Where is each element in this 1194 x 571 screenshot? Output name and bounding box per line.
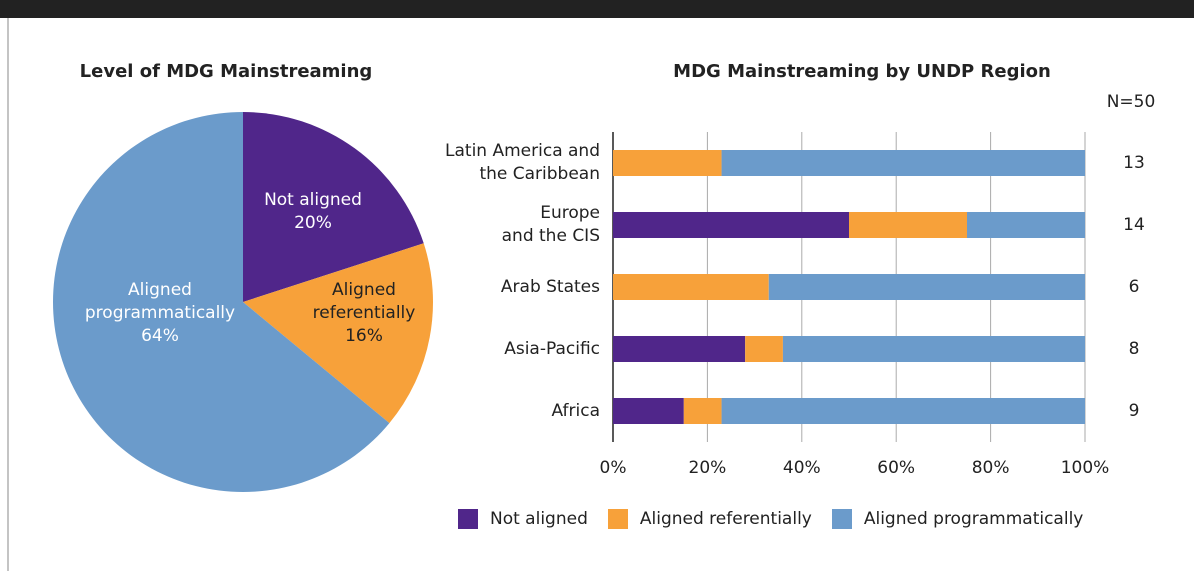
bar-segment	[613, 212, 849, 238]
top-bar	[0, 0, 1194, 18]
bar-segment	[782, 336, 1085, 362]
x-tick-label: 40%	[783, 458, 821, 478]
bar-segment	[967, 212, 1085, 238]
legend-item: Not aligned	[458, 509, 588, 529]
bar-title: MDG Mainstreaming by UNDP Region	[673, 61, 1051, 82]
n-value: 14	[1123, 215, 1145, 235]
n-value: 13	[1123, 153, 1145, 173]
n-value: 9	[1129, 401, 1140, 421]
bar-segment	[745, 336, 783, 362]
slice-value: 64%	[141, 325, 179, 346]
x-tick-label: 80%	[972, 458, 1010, 478]
pie-slice	[243, 112, 424, 302]
pie-title: Level of MDG Mainstreaming	[80, 61, 373, 82]
x-tick-label: 0%	[600, 458, 627, 478]
bar-segment	[721, 150, 1085, 176]
slice-label: Aligned referentially 16%	[264, 279, 464, 348]
bar-segment	[613, 398, 684, 424]
legend-item: Aligned referentially	[607, 509, 812, 529]
slice-label: Aligned programmatically 64%	[60, 279, 260, 348]
bar-segment	[613, 150, 722, 176]
slice-name: Aligned programmatically	[84, 279, 236, 323]
y-tick-label: Africa	[551, 400, 601, 421]
slice-label: Not aligned 20%	[213, 189, 413, 235]
n-label: N=50	[1107, 92, 1156, 112]
y-tick-label: Europe and the CIS	[501, 203, 600, 246]
bar-segment	[721, 398, 1085, 424]
slice-value: 16%	[345, 325, 383, 346]
slice-name: Aligned referentially	[312, 279, 416, 323]
bar-segment	[768, 274, 1085, 300]
legend-label: Aligned referentially	[639, 509, 812, 529]
legend-item: Aligned programmatically	[831, 509, 1084, 529]
pie-slice	[243, 243, 434, 424]
x-tick-label: 20%	[689, 458, 727, 478]
legend-label: Not aligned	[490, 509, 588, 529]
x-tick-label: 100%	[1061, 458, 1110, 478]
bar-segment	[613, 336, 746, 362]
y-tick-label: Arab States	[500, 276, 600, 297]
legend-label: Aligned programmatically	[863, 509, 1084, 529]
bar-segment	[849, 212, 967, 238]
y-tick-label: Asia-Pacific	[504, 338, 600, 359]
legend-swatch	[831, 509, 852, 529]
slice-value: 20%	[294, 213, 332, 233]
y-tick-label: Latin America and the Caribbean	[445, 141, 600, 184]
legend-swatch	[458, 509, 478, 529]
n-value: 8	[1129, 339, 1140, 359]
pie-slice	[53, 112, 390, 493]
legend-swatch	[607, 509, 628, 529]
x-tick-label: 60%	[877, 458, 915, 478]
legend: Not aligned Aligned referentially Aligned …	[458, 509, 1083, 529]
bar-segment	[683, 398, 722, 424]
bar-segment	[613, 274, 769, 300]
n-value: 6	[1129, 277, 1140, 297]
slice-name: Not aligned	[264, 190, 362, 210]
